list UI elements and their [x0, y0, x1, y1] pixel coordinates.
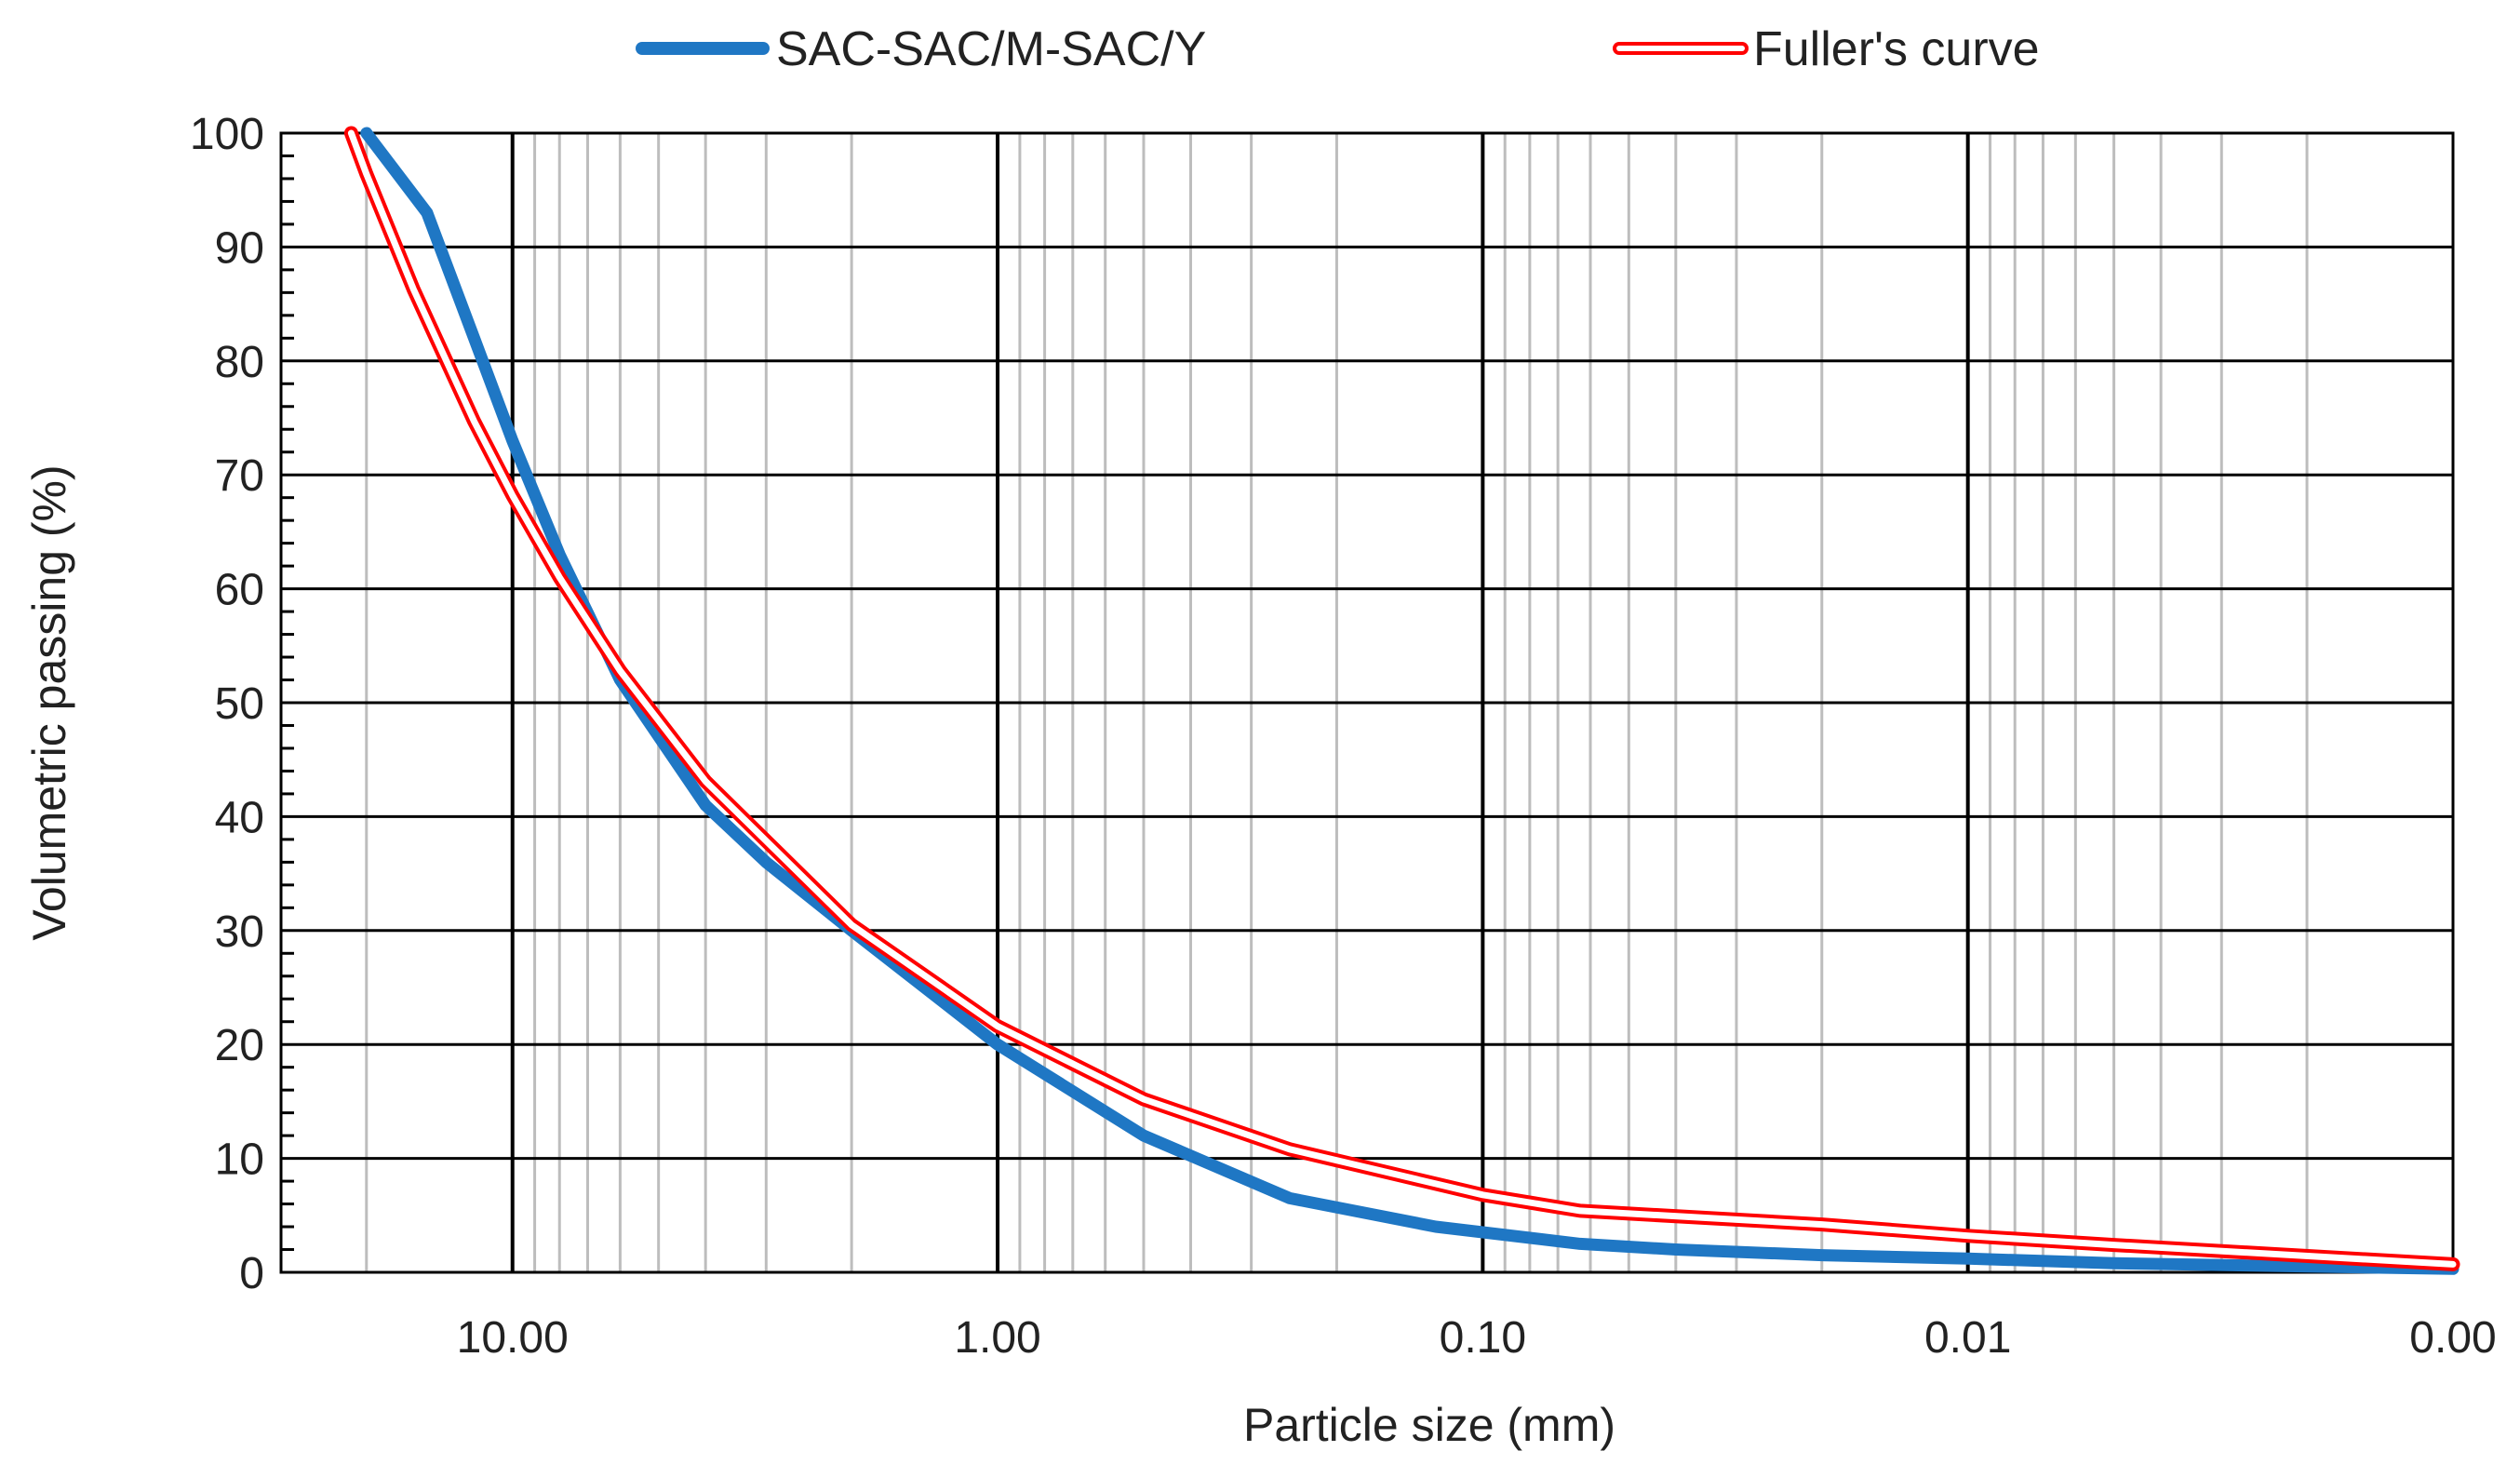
series-layer — [343, 126, 2460, 1275]
series-0 — [360, 127, 2460, 1275]
y-tick-label: 90 — [215, 223, 264, 273]
y-tick-label: 10 — [215, 1135, 264, 1185]
y-tick-label: 40 — [215, 793, 264, 842]
y-tick-label: 50 — [215, 679, 264, 729]
y-tick-label: 30 — [215, 907, 264, 957]
x-tick-label: 0.01 — [1924, 1313, 2011, 1363]
y-tick-label: 0 — [239, 1249, 264, 1298]
series-1 — [343, 126, 2460, 1271]
x-tick-label: 1.00 — [954, 1313, 1040, 1363]
x-tick-label: 0.00 — [2409, 1313, 2496, 1363]
plot-frame — [279, 131, 2455, 1274]
y-tick-label: 100 — [190, 110, 264, 159]
legend: SAC-SAC/M-SAC/Y Fuller's curve — [636, 22, 2040, 76]
y-axis-title: Volumetric passing (%) — [23, 464, 75, 940]
x-tick-labels: 10.00 1.00 0.10 0.01 0.00 — [457, 1313, 2497, 1363]
y-tick-label: 80 — [215, 338, 264, 387]
x-tick-label: 10.00 — [457, 1313, 569, 1363]
x-tick-label: 0.10 — [1440, 1313, 1526, 1363]
y-tick-labels: 0 10 20 30 40 50 60 70 80 90 100 — [190, 110, 264, 1298]
legend-label-sac: SAC-SAC/M-SAC/Y — [776, 22, 1206, 76]
y-tick-label: 20 — [215, 1021, 264, 1070]
sac-curve-line — [360, 127, 2460, 1275]
fuller-curve-line-inner — [347, 129, 2457, 1268]
y-tick-label: 60 — [215, 566, 264, 615]
y-tick-label: 70 — [215, 451, 264, 501]
legend-label-fuller: Fuller's curve — [1753, 22, 2040, 76]
x-axis-title: Particle size (mm) — [1243, 1399, 1615, 1451]
y-minor-ticks — [281, 154, 294, 1252]
